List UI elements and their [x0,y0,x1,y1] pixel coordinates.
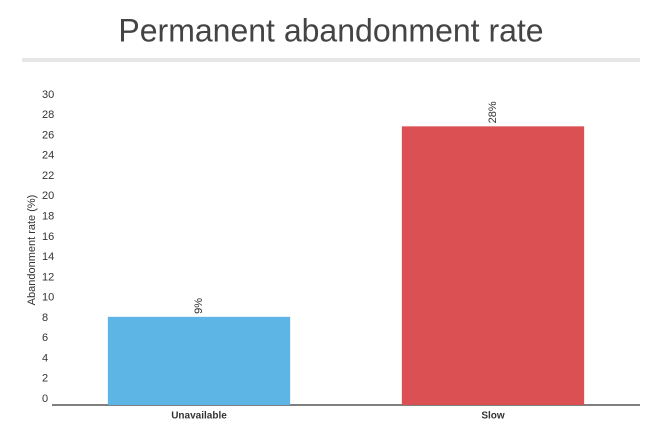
y-tick-label: 30 [42,89,54,101]
bar [107,316,291,405]
bar [401,126,585,405]
y-tick-label: 12 [42,271,54,283]
y-tick-label: 0 [42,393,48,405]
y-tick-label: 16 [42,231,54,243]
y-tick-label: 14 [42,251,54,263]
value-label: 28% [487,101,499,123]
y-tick-label: 10 [42,292,54,304]
title-rule [22,58,640,62]
y-tick-label: 8 [42,312,48,324]
y-tick-label: 20 [42,190,54,202]
chart-title: Permanent abandonment rate [118,12,543,48]
y-tick-label: 2 [42,373,48,385]
y-tick-label: 24 [42,150,54,162]
y-tick-label: 26 [42,129,54,141]
x-tick-label: Unavailable [171,411,227,422]
x-tick-label: Slow [481,411,505,422]
value-label: 9% [193,298,205,314]
y-axis-title: Abandonment rate (%) [26,195,38,306]
y-tick-label: 4 [42,352,48,364]
y-tick-label: 22 [42,170,54,182]
y-tick-label: 6 [42,332,48,344]
y-tick-label: 18 [42,211,54,223]
y-tick-label: 28 [42,109,54,121]
